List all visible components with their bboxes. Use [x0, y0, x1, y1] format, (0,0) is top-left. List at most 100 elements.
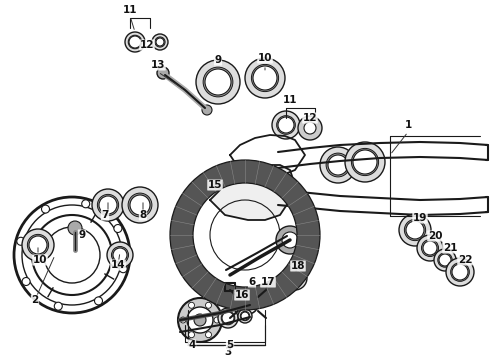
Circle shape	[417, 235, 443, 261]
Circle shape	[152, 34, 168, 50]
Circle shape	[112, 247, 128, 264]
Circle shape	[92, 189, 124, 221]
Circle shape	[156, 38, 164, 46]
Circle shape	[282, 232, 298, 248]
Text: 13: 13	[151, 60, 165, 70]
Circle shape	[54, 302, 62, 310]
Circle shape	[287, 270, 303, 286]
Text: 4: 4	[188, 340, 196, 350]
Circle shape	[446, 258, 474, 286]
Circle shape	[221, 311, 235, 325]
Text: 22: 22	[458, 255, 472, 265]
Circle shape	[113, 248, 127, 262]
Circle shape	[203, 67, 233, 97]
Circle shape	[14, 197, 130, 313]
Text: 6: 6	[248, 277, 256, 287]
Text: 10: 10	[258, 53, 272, 63]
Text: 11: 11	[283, 95, 297, 105]
Circle shape	[421, 239, 439, 257]
Circle shape	[438, 253, 452, 267]
Circle shape	[404, 219, 426, 240]
Circle shape	[114, 225, 122, 233]
Text: 1: 1	[404, 120, 412, 130]
Circle shape	[130, 195, 150, 215]
Circle shape	[298, 116, 322, 140]
Text: 10: 10	[33, 255, 47, 265]
Circle shape	[304, 122, 316, 134]
Text: 16: 16	[235, 290, 249, 300]
Circle shape	[278, 117, 294, 133]
Text: 7: 7	[101, 210, 109, 220]
Text: 20: 20	[428, 231, 442, 241]
Wedge shape	[170, 160, 320, 310]
Circle shape	[27, 234, 49, 256]
Circle shape	[95, 297, 102, 305]
Circle shape	[107, 242, 133, 268]
Text: 14: 14	[111, 260, 125, 270]
Circle shape	[17, 237, 25, 245]
Circle shape	[180, 317, 186, 323]
Circle shape	[129, 36, 141, 48]
Text: 5: 5	[226, 340, 234, 350]
Circle shape	[351, 148, 379, 176]
Text: 12: 12	[140, 40, 154, 50]
Text: 17: 17	[261, 277, 275, 287]
Circle shape	[238, 309, 252, 323]
Circle shape	[345, 142, 385, 182]
Circle shape	[353, 150, 377, 174]
Circle shape	[194, 314, 206, 326]
Circle shape	[98, 194, 119, 216]
Text: 18: 18	[291, 261, 305, 271]
Circle shape	[434, 249, 456, 271]
Circle shape	[178, 298, 222, 342]
Circle shape	[22, 278, 30, 285]
Circle shape	[189, 302, 195, 308]
Circle shape	[272, 111, 300, 139]
Circle shape	[320, 147, 356, 183]
Circle shape	[277, 116, 295, 134]
Circle shape	[276, 226, 304, 254]
Text: 8: 8	[139, 210, 147, 220]
Circle shape	[238, 294, 258, 314]
Text: 11: 11	[123, 5, 137, 15]
Text: 21: 21	[443, 243, 457, 253]
Circle shape	[328, 155, 348, 175]
Circle shape	[68, 221, 82, 235]
Circle shape	[451, 263, 469, 282]
Text: 12: 12	[303, 113, 317, 123]
Circle shape	[29, 236, 47, 254]
Circle shape	[240, 311, 250, 321]
Circle shape	[122, 187, 158, 223]
Circle shape	[82, 200, 90, 208]
Circle shape	[205, 69, 231, 95]
Circle shape	[99, 196, 117, 214]
Circle shape	[125, 32, 145, 52]
Circle shape	[260, 290, 270, 300]
Circle shape	[22, 229, 54, 261]
Text: 15: 15	[208, 180, 222, 190]
Circle shape	[245, 58, 285, 98]
Circle shape	[399, 214, 431, 246]
Circle shape	[423, 241, 437, 255]
Circle shape	[406, 221, 424, 239]
Circle shape	[326, 153, 350, 177]
Circle shape	[42, 205, 49, 213]
Circle shape	[205, 332, 212, 338]
Circle shape	[251, 64, 279, 91]
Circle shape	[128, 35, 142, 49]
Circle shape	[189, 332, 195, 338]
Circle shape	[205, 302, 212, 308]
Circle shape	[222, 312, 234, 324]
Polygon shape	[210, 165, 295, 220]
Circle shape	[157, 67, 169, 79]
Circle shape	[187, 307, 213, 333]
Circle shape	[253, 66, 277, 90]
Text: 19: 19	[413, 213, 427, 223]
Circle shape	[288, 271, 302, 285]
Circle shape	[243, 299, 253, 309]
Circle shape	[128, 193, 152, 217]
Circle shape	[202, 105, 212, 115]
Circle shape	[283, 266, 307, 290]
Circle shape	[256, 286, 274, 304]
Circle shape	[155, 37, 165, 47]
